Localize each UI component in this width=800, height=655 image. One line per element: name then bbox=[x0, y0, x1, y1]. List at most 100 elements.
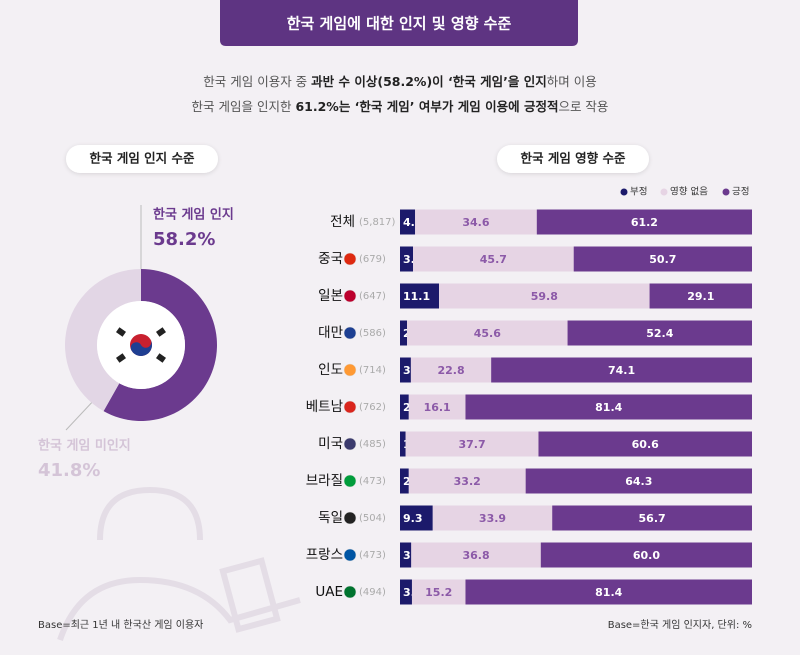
subtitle-segment: 한국 게임 이용자 중 bbox=[203, 74, 311, 89]
bar-segment bbox=[415, 209, 537, 235]
subtitle-segment: 으로 작용 bbox=[558, 99, 608, 114]
section-pill bbox=[66, 145, 218, 173]
data-label: 34.6 bbox=[462, 216, 489, 229]
flag-trigram bbox=[116, 353, 126, 363]
category-label: 미국 bbox=[318, 436, 343, 452]
subtitle-segment: 하며 이용 bbox=[547, 74, 597, 89]
decoration bbox=[57, 486, 301, 641]
category-label: 브라질 bbox=[306, 473, 343, 489]
flag-icon bbox=[343, 400, 357, 414]
subtitle-segment: 한국 게임을 인지한 bbox=[192, 99, 296, 114]
category-label: 중국 bbox=[318, 251, 343, 267]
bar-segment bbox=[410, 357, 492, 383]
data-label: 33.9 bbox=[479, 512, 506, 525]
data-label: 64.3 bbox=[625, 475, 652, 488]
bar-segment bbox=[465, 394, 752, 420]
base-label: (647) bbox=[359, 291, 386, 302]
bar-segment bbox=[540, 542, 752, 568]
bar-segment bbox=[411, 579, 466, 605]
bar-segment bbox=[400, 431, 406, 457]
data-label: 50.7 bbox=[649, 253, 676, 266]
bar-segment bbox=[407, 320, 568, 346]
base-label: (473) bbox=[359, 550, 386, 561]
section-pill bbox=[497, 145, 649, 173]
bar-segment bbox=[400, 505, 433, 531]
pie-value: 58.2% bbox=[153, 229, 215, 250]
data-label: 45.7 bbox=[480, 253, 507, 266]
pie-label: 한국 게임 인지 bbox=[153, 207, 234, 223]
pie-label: 한국 게임 미인지 bbox=[38, 438, 131, 454]
bar-segment bbox=[400, 246, 414, 272]
category-label: 독일 bbox=[318, 510, 343, 526]
data-label: 45.6 bbox=[474, 327, 501, 340]
category-label: 전체 bbox=[330, 214, 355, 230]
flag-icon bbox=[343, 289, 357, 303]
data-label: 52.4 bbox=[646, 327, 673, 340]
leader-line bbox=[65, 397, 97, 431]
pie-value: 41.8% bbox=[38, 460, 100, 481]
legend-label: 긍정 bbox=[732, 187, 749, 198]
data-label: 74.1 bbox=[608, 364, 635, 377]
section-title: 한국 게임 인지 수준 bbox=[89, 151, 195, 166]
bar-segment bbox=[400, 394, 409, 420]
category-label: 일본 bbox=[318, 288, 343, 304]
title: 한국 게임에 대한 인지 및 영향 수준 bbox=[287, 15, 512, 33]
flag-icon bbox=[343, 326, 357, 340]
data-label: 11.1 bbox=[403, 290, 430, 303]
base-label: (679) bbox=[359, 254, 386, 265]
bar-segment bbox=[400, 320, 408, 346]
legend-swatch bbox=[722, 188, 730, 196]
data-label: 61.2 bbox=[631, 216, 658, 229]
flag-trigram bbox=[116, 327, 126, 337]
data-label: 33.2 bbox=[454, 475, 481, 488]
base-label: (586) bbox=[359, 328, 386, 339]
bar-segment bbox=[432, 505, 553, 531]
flag-icon bbox=[343, 474, 357, 488]
data-label: 56.7 bbox=[639, 512, 666, 525]
base-label: (485) bbox=[359, 439, 386, 450]
flag-icon bbox=[343, 548, 357, 562]
bar-segment bbox=[536, 209, 752, 235]
category-label: 인도 bbox=[318, 362, 343, 378]
base-label: (714) bbox=[359, 365, 386, 376]
bar-segment bbox=[538, 431, 752, 457]
bar-segment bbox=[408, 394, 466, 420]
legend-label: 영향 없음 bbox=[670, 186, 708, 198]
bar-segment bbox=[439, 283, 650, 309]
data-label: 81.4 bbox=[595, 401, 622, 414]
data-label: 81.4 bbox=[595, 586, 622, 599]
category-label: 프랑스 bbox=[306, 547, 343, 563]
flag-icon bbox=[343, 585, 357, 599]
bar-segment bbox=[552, 505, 752, 531]
data-label: 36.8 bbox=[462, 549, 489, 562]
bar-segment bbox=[573, 246, 752, 272]
flag-yang bbox=[130, 339, 152, 356]
data-label: 60.6 bbox=[632, 438, 659, 451]
subtitle-line: 한국 게임 이용자 중 과반 수 이상(58.2%)이 ‘한국 게임’을 인지하… bbox=[203, 74, 596, 89]
note: Base=한국 게임 인지자, 단위: % bbox=[608, 618, 752, 631]
category-label: UAE bbox=[315, 584, 343, 600]
legend-swatch bbox=[620, 188, 628, 196]
data-label: 60.0 bbox=[633, 549, 660, 562]
base-label: (473) bbox=[359, 476, 386, 487]
data-label: 59.8 bbox=[531, 290, 558, 303]
legend-swatch bbox=[660, 188, 668, 196]
bar-segment bbox=[465, 579, 752, 605]
bar-segment bbox=[400, 357, 411, 383]
bar-segment bbox=[567, 320, 752, 346]
bar-segment bbox=[491, 357, 752, 383]
base-label: (5,817) bbox=[359, 217, 396, 228]
base-label: (494) bbox=[359, 587, 386, 598]
subtitle-segment: 61.2%는 ‘한국 게임’ 여부가 게임 이용에 긍정적 bbox=[295, 99, 558, 114]
bar-segment bbox=[411, 542, 541, 568]
data-label: 16.1 bbox=[424, 401, 451, 414]
bar-segment bbox=[400, 468, 409, 494]
bar-segment bbox=[400, 283, 440, 309]
bar-segment bbox=[408, 468, 526, 494]
subtitle-segment: 과반 수 이상(58.2%)이 ‘한국 게임’을 인지 bbox=[311, 74, 547, 89]
flag-trigram bbox=[156, 327, 166, 337]
bar-segment bbox=[413, 246, 574, 272]
flag-icon bbox=[343, 511, 357, 525]
pie-slice bbox=[65, 269, 141, 412]
